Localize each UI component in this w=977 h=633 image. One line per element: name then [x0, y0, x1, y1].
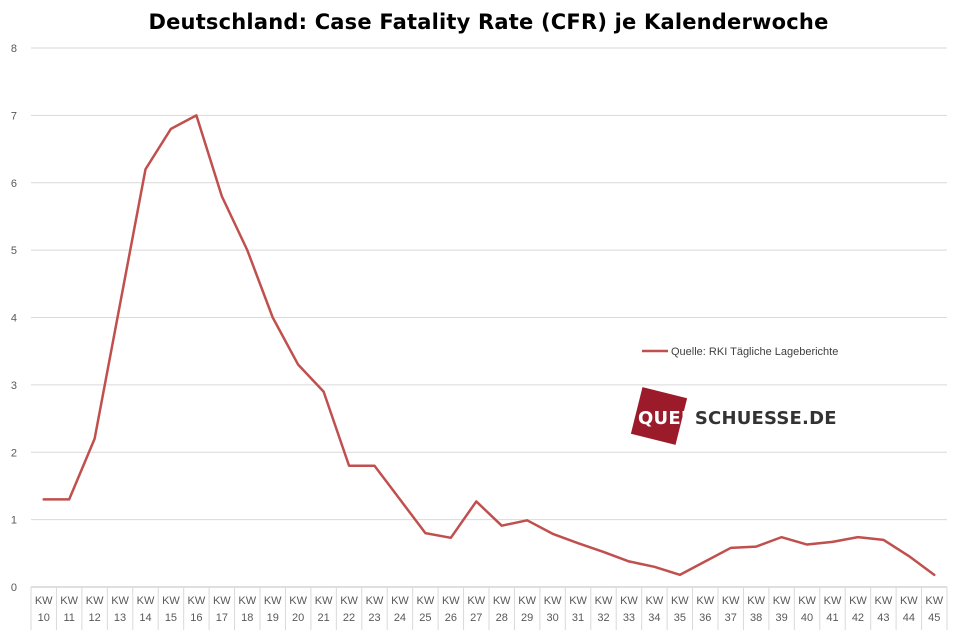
x-tick-label-prefix: KW: [442, 595, 460, 607]
x-tick-label: 45: [928, 612, 940, 624]
x-tick-label: 24: [394, 612, 406, 624]
x-tick-label: 36: [699, 612, 711, 624]
x-tick-label-prefix: KW: [595, 595, 613, 607]
series-line: [42, 114, 936, 577]
legend: Quelle: RKI Tägliche Lageberichte: [642, 346, 838, 358]
x-tick-label-prefix: KW: [722, 595, 740, 607]
x-tick-label-prefix: KW: [671, 595, 689, 607]
x-tick-label-prefix: KW: [35, 595, 53, 607]
y-tick-label: 8: [11, 43, 17, 55]
x-tick-label-prefix: KW: [824, 595, 842, 607]
x-tick-label-prefix: KW: [264, 595, 282, 607]
x-tick-label-prefix: KW: [646, 595, 664, 607]
x-tick-label-prefix: KW: [798, 595, 816, 607]
chart-title: Deutschland: Case Fatality Rate (CFR) je…: [148, 10, 829, 34]
y-tick-label: 5: [11, 245, 17, 257]
x-tick-label-prefix: KW: [696, 595, 714, 607]
y-tick-label: 3: [11, 380, 17, 392]
x-tick-label-prefix: KW: [747, 595, 765, 607]
x-tick-label: 11: [63, 612, 74, 624]
x-tick-label-prefix: KW: [620, 595, 638, 607]
y-tick-label: 0: [11, 582, 17, 594]
x-tick-label: 27: [470, 612, 482, 624]
x-tick-label: 22: [343, 612, 355, 624]
x-tick-label-prefix: KW: [238, 595, 256, 607]
x-tick-label: 16: [190, 612, 202, 624]
x-tick-label-prefix: KW: [467, 595, 485, 607]
x-tick-label: 12: [88, 612, 100, 624]
x-tick-label-prefix: KW: [773, 595, 791, 607]
x-tick-label-prefix: KW: [417, 595, 435, 607]
x-tick-label-prefix: KW: [213, 595, 231, 607]
x-tick-label-prefix: KW: [849, 595, 867, 607]
gridlines: [31, 47, 947, 588]
x-tick-label: 38: [750, 612, 762, 624]
y-tick-label: 2: [11, 447, 17, 459]
x-tick-label: 33: [623, 612, 635, 624]
x-tick-label-prefix: KW: [900, 595, 918, 607]
x-tick-label-prefix: KW: [137, 595, 155, 607]
x-tick-label: 34: [648, 612, 660, 624]
x-tick-label-prefix: KW: [493, 595, 511, 607]
y-tick-label: 6: [11, 178, 17, 190]
x-tick-label: 17: [216, 612, 228, 624]
x-tick-label-prefix: KW: [925, 595, 943, 607]
x-tick-label-prefix: KW: [391, 595, 409, 607]
y-tick-label: 7: [11, 110, 17, 122]
x-tick-label: 13: [114, 612, 126, 624]
x-tick-label: 31: [572, 612, 584, 624]
x-tick-label: 40: [801, 612, 813, 624]
x-tick-label-prefix: KW: [86, 595, 104, 607]
x-tick-label-prefix: KW: [162, 595, 180, 607]
x-tick-label: 37: [725, 612, 737, 624]
x-tick-label-prefix: KW: [366, 595, 384, 607]
legend-label: Quelle: RKI Tägliche Lageberichte: [671, 346, 838, 358]
x-tick-label-prefix: KW: [875, 595, 893, 607]
x-tick-label-prefix: KW: [518, 595, 536, 607]
x-tick-label: 18: [241, 612, 253, 624]
x-tick-label-prefix: KW: [315, 595, 333, 607]
x-tick-label-prefix: KW: [569, 595, 587, 607]
x-tick-label-prefix: KW: [188, 595, 206, 607]
x-tick-label: 32: [597, 612, 609, 624]
x-tick-label: 15: [165, 612, 177, 624]
x-tick-label: 19: [267, 612, 279, 624]
x-tick-label: 43: [877, 612, 889, 624]
x-tick-label: 30: [546, 612, 558, 624]
y-tick-label: 1: [11, 515, 17, 527]
x-tick-label: 39: [775, 612, 787, 624]
y-tick-label: 4: [11, 313, 17, 325]
querschuesse-logo: QUERSCHUESSE.DE: [630, 387, 837, 448]
x-tick-label: 44: [903, 612, 915, 624]
x-tick-label: 10: [38, 612, 50, 624]
x-tick-label: 35: [674, 612, 686, 624]
x-tick-label-prefix: KW: [60, 595, 78, 607]
x-tick-label: 41: [826, 612, 838, 624]
x-tick-label: 29: [521, 612, 533, 624]
axes: 012345678KW10KW11KW12KW13KW14KW15KW16KW1…: [11, 43, 948, 630]
x-tick-label-prefix: KW: [340, 595, 358, 607]
logo-text: QUERSCHUESSE.DE: [638, 408, 837, 429]
x-tick-label-prefix: KW: [289, 595, 307, 607]
x-tick-label-prefix: KW: [544, 595, 562, 607]
series-layer: [42, 114, 936, 577]
x-tick-label: 26: [445, 612, 457, 624]
x-tick-label: 42: [852, 612, 864, 624]
x-tick-label: 14: [139, 612, 151, 624]
x-tick-label: 21: [317, 612, 329, 624]
x-tick-label-prefix: KW: [111, 595, 129, 607]
x-tick-label: 25: [419, 612, 431, 624]
x-tick-label: 20: [292, 612, 304, 624]
x-tick-label: 28: [496, 612, 508, 624]
x-tick-label: 23: [368, 612, 380, 624]
